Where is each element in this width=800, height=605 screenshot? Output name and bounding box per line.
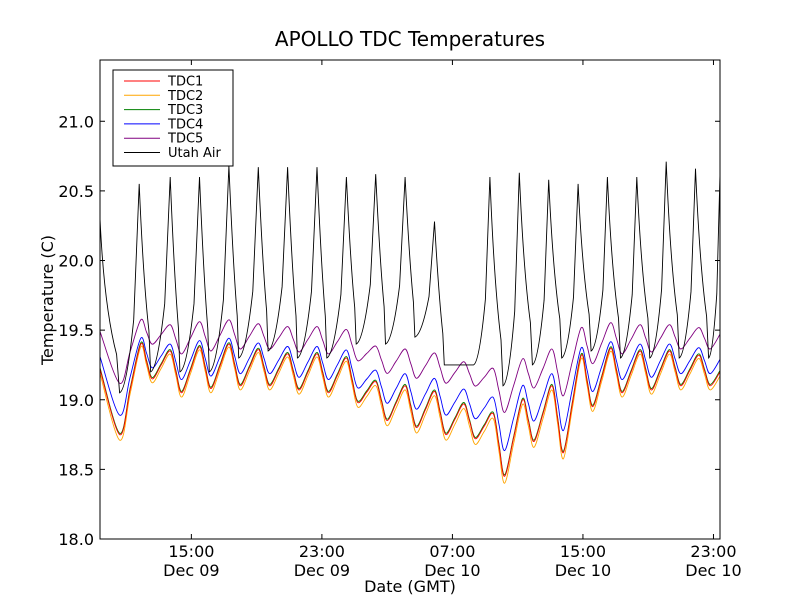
plot-frame (99, 59, 721, 540)
series-line-utah-air (100, 161, 720, 394)
chart-title: APOLLO TDC Temperatures (275, 27, 545, 51)
x-axis-label: Date (GMT) (364, 577, 456, 596)
x-tick-label-time: 23:00 (690, 542, 736, 561)
x-tick-label-date: Dec 09 (294, 561, 350, 580)
x-tick-label-date: Dec 10 (685, 561, 741, 580)
legend-label: Utah Air (168, 146, 221, 161)
legend-label: TDC5 (167, 132, 203, 147)
y-tick-label: 18.5 (58, 460, 94, 479)
y-tick-label: 20.0 (58, 252, 94, 271)
x-tick-label-date: Dec 10 (424, 561, 480, 580)
series-line-tdc2 (100, 345, 720, 484)
y-tick-label: 19.0 (58, 391, 94, 410)
series-line-tdc4 (100, 337, 720, 452)
x-tick-label-date: Dec 10 (555, 561, 611, 580)
y-tick-label: 18.0 (58, 530, 94, 549)
y-tick-label: 20.5 (58, 182, 94, 201)
y-tick-label: 19.5 (58, 321, 94, 340)
series-line-tdc1 (100, 342, 720, 477)
y-axis-label: Temperature (C) (38, 235, 57, 366)
x-tick-label-time: 07:00 (429, 542, 475, 561)
x-tick-label-time: 15:00 (168, 542, 214, 561)
legend-label: TDC2 (167, 89, 203, 104)
plot-area (100, 161, 720, 484)
legend-label: TDC1 (167, 75, 203, 90)
legend-label: TDC4 (167, 117, 203, 132)
x-tick-label-time: 15:00 (560, 542, 606, 561)
series-line-tdc5 (100, 318, 720, 413)
x-tick-label-date: Dec 09 (163, 561, 219, 580)
legend-label: TDC3 (167, 103, 203, 118)
y-tick-label: 21.0 (58, 112, 94, 131)
legend-box (112, 69, 234, 167)
x-tick-label-time: 23:00 (299, 542, 345, 561)
